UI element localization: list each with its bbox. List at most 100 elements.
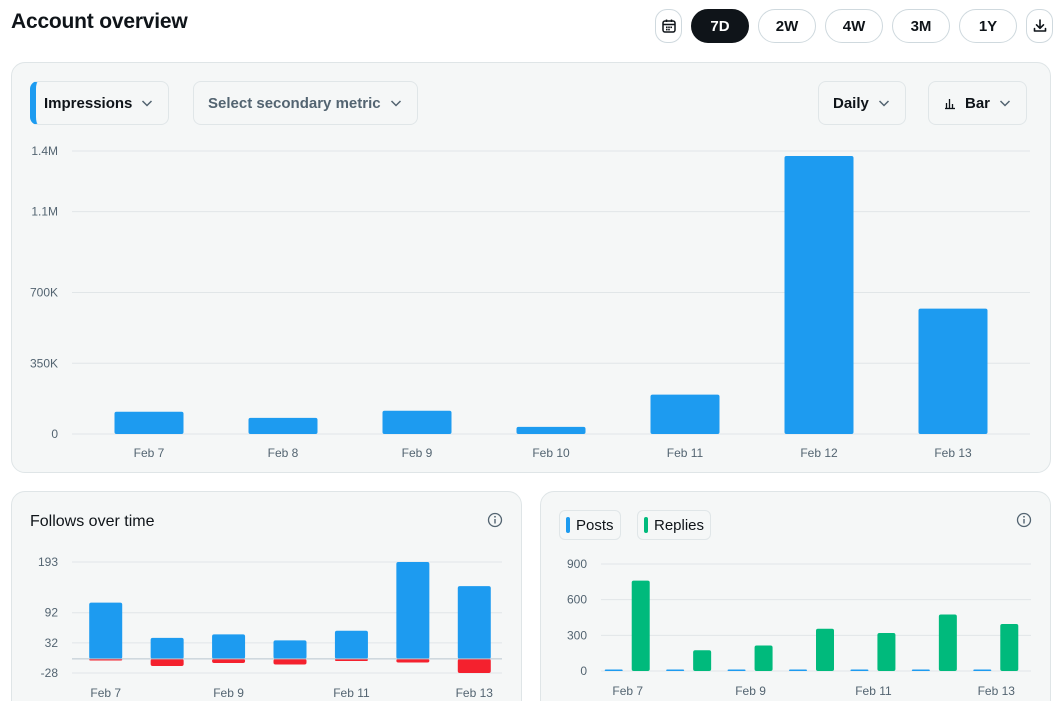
bar-unfollows	[150, 658, 184, 666]
x-tick-label: Feb 11	[333, 686, 370, 700]
bar-replies	[1000, 624, 1019, 671]
bar-impressions	[114, 411, 184, 434]
follows-chart: -28 32 92 193 Feb 7 Feb 9 Feb 11 Feb 13	[38, 555, 502, 700]
bar-unfollows	[273, 658, 307, 665]
calendar-icon	[661, 19, 676, 33]
chart-type-dropdown[interactable]: Bar	[928, 81, 1028, 125]
secondary-metric-placeholder: Select secondary metric	[208, 94, 381, 112]
download-icon	[1033, 19, 1046, 32]
bar-follows	[150, 637, 184, 659]
x-tick-label: Feb 11	[855, 684, 892, 698]
impressions-card: Impressions Select secondary metric Dail…	[11, 62, 1051, 473]
y-tick-label: 92	[45, 606, 59, 620]
x-tick-label: Feb 11	[667, 446, 704, 460]
bar-impressions	[918, 308, 988, 434]
y-tick-label: 900	[567, 557, 587, 571]
bar-posts	[604, 669, 623, 671]
bar-follows	[396, 562, 430, 659]
range-3m-button[interactable]: 3M	[892, 9, 950, 43]
chevron-down-icon	[142, 100, 153, 107]
bar-impressions	[650, 394, 720, 434]
y-tick-label: 350K	[30, 356, 58, 370]
bar-unfollows	[334, 658, 368, 661]
calendar-button[interactable]	[655, 9, 682, 43]
bar-unfollows	[457, 658, 491, 673]
primary-metric-dropdown[interactable]: Impressions	[30, 81, 170, 125]
info-icon[interactable]	[1016, 512, 1032, 528]
impressions-chart: 0 350K 700K 1.1M 1.4M Feb 7 Feb 8 Feb 9 Feb 10 Fe…	[30, 144, 1030, 460]
legend-posts[interactable]: Posts	[559, 510, 621, 540]
y-tick-label: 300	[567, 628, 587, 642]
legend-replies-label: Replies	[654, 516, 705, 534]
posts-replies-chart: 0 300 600 900 Feb 7 Feb 9 Feb 11 Feb 13	[567, 557, 1031, 698]
bar-chart-icon	[945, 99, 955, 110]
y-tick-label: -28	[41, 666, 59, 680]
bar-posts	[666, 669, 685, 671]
bar-posts	[850, 669, 869, 671]
secondary-metric-dropdown[interactable]: Select secondary metric	[193, 81, 418, 125]
y-tick-label: 1.4M	[31, 144, 58, 158]
legend-posts-label: Posts	[576, 516, 614, 534]
x-tick-label: Feb 9	[735, 684, 766, 698]
legend-replies[interactable]: Replies	[637, 510, 712, 540]
range-7d-button[interactable]: 7D	[691, 9, 749, 43]
bar-posts	[789, 669, 807, 671]
bar-replies	[938, 614, 957, 671]
interval-dropdown[interactable]: Daily	[818, 81, 906, 125]
interval-label: Daily	[833, 94, 869, 112]
bar-impressions	[248, 417, 318, 434]
follows-card: Follows over time -28 32 92 193 Feb 7 Feb 9 Fe…	[11, 491, 522, 701]
primary-metric-label: Impressions	[44, 94, 133, 112]
bar-follows	[457, 586, 491, 659]
y-tick-label: 0	[580, 664, 587, 678]
x-tick-label: Feb 7	[612, 684, 643, 698]
download-button[interactable]	[1026, 9, 1053, 43]
range-1y-button[interactable]: 1Y	[959, 9, 1017, 43]
bar-posts	[727, 669, 746, 671]
legend-replies-swatch	[644, 517, 648, 533]
range-4w-button[interactable]: 4W	[825, 9, 883, 43]
legend-posts-swatch	[566, 517, 570, 533]
y-tick-label: 193	[38, 555, 58, 569]
bar-replies	[877, 632, 896, 671]
bar-replies	[693, 650, 712, 671]
chart-type-label: Bar	[965, 94, 991, 112]
chevron-down-icon	[390, 100, 401, 107]
bar-follows	[89, 602, 123, 659]
x-tick-label: Feb 8	[268, 446, 299, 460]
y-tick-label: 32	[45, 636, 59, 650]
x-tick-label: Feb 7	[134, 446, 165, 460]
posts-replies-card: Posts Replies 0 300 600 900 Feb 7 Feb 9 Feb 11…	[540, 491, 1051, 701]
bar-replies	[631, 580, 650, 671]
x-tick-label: Feb 13	[456, 686, 494, 700]
x-tick-label: Feb 13	[934, 446, 972, 460]
bar-replies	[816, 628, 834, 671]
chevron-down-icon	[999, 100, 1011, 107]
bar-impressions	[784, 156, 854, 434]
y-tick-label: 600	[567, 593, 587, 607]
bar-replies	[754, 645, 773, 671]
info-icon[interactable]	[487, 512, 503, 528]
bar-impressions	[516, 426, 586, 434]
bar-follows	[273, 640, 307, 659]
bar-follows	[334, 630, 368, 659]
page-title: Account overview	[11, 10, 188, 33]
bar-posts	[911, 669, 930, 671]
bar-follows	[212, 634, 246, 659]
x-tick-label: Feb 9	[402, 446, 433, 460]
date-range-toolbar: 7D 2W 4W 3M 1Y	[655, 9, 1053, 43]
range-2w-button[interactable]: 2W	[758, 9, 816, 43]
bar-unfollows	[396, 658, 430, 663]
y-tick-label: 1.1M	[31, 205, 58, 219]
bar-impressions	[382, 410, 452, 434]
x-tick-label: Feb 10	[532, 446, 570, 460]
follows-card-title: Follows over time	[30, 513, 155, 530]
bar-unfollows	[212, 658, 246, 663]
x-tick-label: Feb 9	[213, 686, 244, 700]
bar-posts	[973, 669, 992, 671]
y-tick-label: 700K	[30, 286, 58, 300]
x-tick-label: Feb 13	[978, 684, 1016, 698]
y-tick-label: 0	[51, 427, 58, 441]
chevron-down-icon	[878, 100, 889, 107]
x-tick-label: Feb 7	[90, 686, 121, 700]
